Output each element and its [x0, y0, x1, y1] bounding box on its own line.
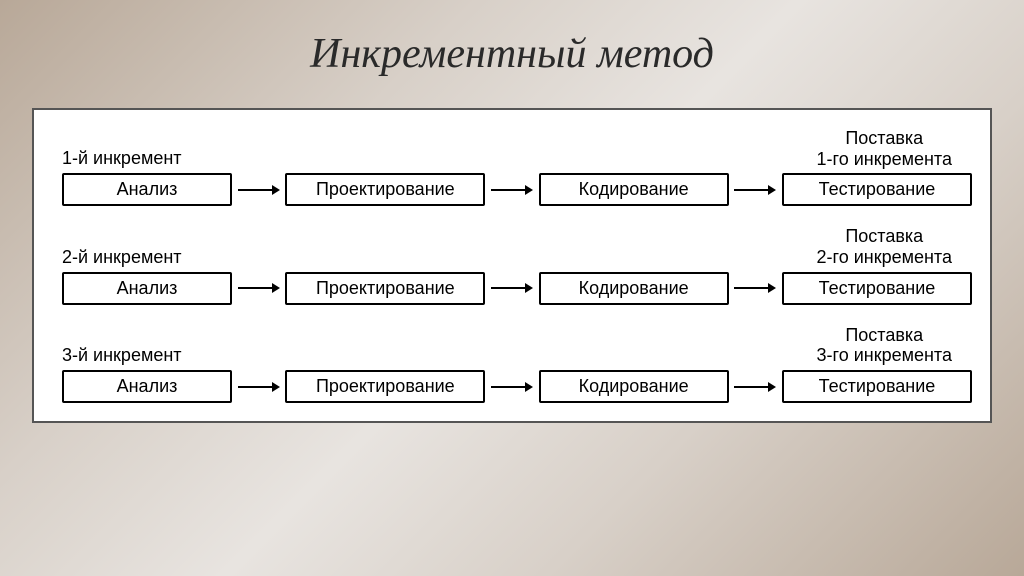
step-box-testing: Тестирование [782, 370, 972, 403]
arrow-icon [729, 281, 782, 295]
slide-title: Инкрементный метод [310, 30, 714, 78]
step-box-coding: Кодирование [539, 173, 729, 206]
arrow-icon [485, 380, 538, 394]
boxes-row: Анализ Проектирование Кодирование Тестир… [46, 272, 978, 305]
increment-right-label: Поставка 1-го инкремента [817, 128, 952, 169]
increment-left-label: 3-й инкремент [62, 345, 182, 366]
labels-row: 2-й инкремент Поставка 2-го инкремента [46, 226, 978, 267]
right-label-line1: Поставка [845, 226, 923, 246]
increment-left-label: 2-й инкремент [62, 247, 182, 268]
step-box-analysis: Анализ [62, 272, 232, 305]
labels-row: 1-й инкремент Поставка 1-го инкремента [46, 128, 978, 169]
increment-row: 2-й инкремент Поставка 2-го инкремента А… [46, 226, 978, 304]
right-label-line2: 2-го инкремента [817, 247, 952, 267]
right-label-line2: 1-го инкремента [817, 149, 952, 169]
step-box-design: Проектирование [285, 173, 485, 206]
slide: Инкрементный метод 1-й инкремент Поставк… [0, 0, 1024, 576]
step-box-analysis: Анализ [62, 173, 232, 206]
increment-row: 3-й инкремент Поставка 3-го инкремента А… [46, 325, 978, 403]
step-box-testing: Тестирование [782, 173, 972, 206]
increment-row: 1-й инкремент Поставка 1-го инкремента А… [46, 128, 978, 206]
step-box-coding: Кодирование [539, 370, 729, 403]
arrow-icon [485, 183, 538, 197]
arrow-icon [232, 380, 285, 394]
increment-right-label: Поставка 3-го инкремента [817, 325, 952, 366]
boxes-row: Анализ Проектирование Кодирование Тестир… [46, 173, 978, 206]
step-box-design: Проектирование [285, 272, 485, 305]
arrow-icon [232, 183, 285, 197]
boxes-row: Анализ Проектирование Кодирование Тестир… [46, 370, 978, 403]
right-label-line1: Поставка [845, 325, 923, 345]
step-box-design: Проектирование [285, 370, 485, 403]
arrow-icon [232, 281, 285, 295]
arrow-icon [729, 183, 782, 197]
arrow-icon [485, 281, 538, 295]
labels-row: 3-й инкремент Поставка 3-го инкремента [46, 325, 978, 366]
arrow-icon [729, 380, 782, 394]
increment-right-label: Поставка 2-го инкремента [817, 226, 952, 267]
right-label-line2: 3-го инкремента [817, 345, 952, 365]
step-box-analysis: Анализ [62, 370, 232, 403]
increment-left-label: 1-й инкремент [62, 148, 182, 169]
right-label-line1: Поставка [845, 128, 923, 148]
step-box-coding: Кодирование [539, 272, 729, 305]
step-box-testing: Тестирование [782, 272, 972, 305]
diagram-frame: 1-й инкремент Поставка 1-го инкремента А… [32, 108, 992, 423]
